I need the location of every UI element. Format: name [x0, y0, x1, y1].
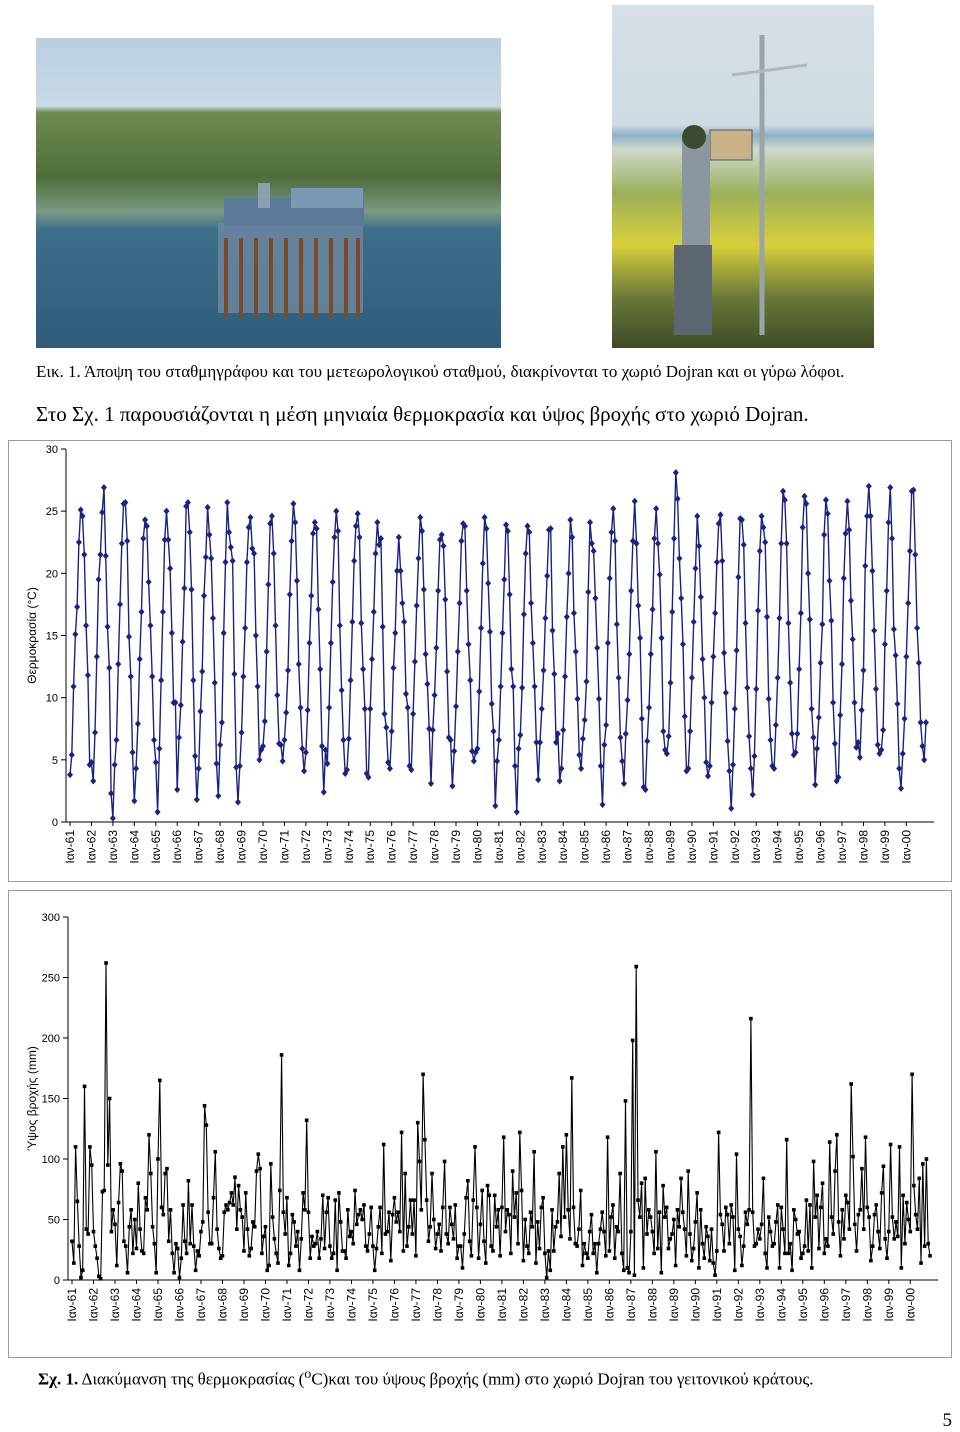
figure-2-sup: o: [304, 1366, 312, 1382]
figure-2-caption: Σχ. 1. Διακύμανση της θερμοκρασίας (oC)κ…: [38, 1366, 813, 1390]
page-number: 5: [942, 1410, 953, 1431]
photo-right-illustration: [674, 35, 808, 335]
figure-2-text-b: C)και του ύψους βροχής (mm) στο χωριό Do…: [311, 1369, 814, 1389]
figure-1-caption: Εικ. 1. Άποψη του σταθμηγράφου και του μ…: [36, 362, 845, 381]
figure-2-text-a: Διακύμανση της θερμοκρασίας (: [78, 1369, 305, 1389]
precipitation-chart-frame: [8, 890, 952, 1358]
temperature-chart-frame: [8, 440, 952, 882]
photo-meteorological-station: [612, 5, 874, 348]
intro-paragraph: Στο Σχ. 1 παρουσιάζονται η μέση μηνιαία …: [36, 402, 809, 426]
figure-2-label: Σχ. 1.: [38, 1369, 79, 1389]
photo-water-level-recorder: [36, 38, 501, 348]
photo-left-illustration: [218, 183, 364, 318]
